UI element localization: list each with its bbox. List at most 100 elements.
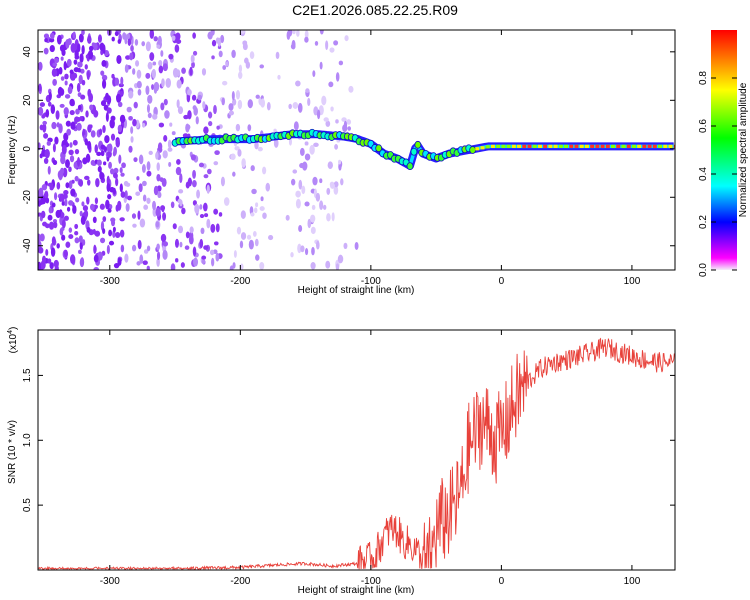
carrier-point	[469, 146, 477, 154]
noise-blob	[210, 223, 216, 233]
colorbar: 0.0 0.2 0.4 0.6 0.8 Normalized spectral ampl…	[698, 30, 749, 277]
noise-blob	[109, 118, 115, 129]
noise-blob	[222, 65, 227, 70]
carrier-point	[621, 144, 626, 148]
noise-blob	[126, 33, 131, 40]
noise-blob	[46, 140, 51, 146]
noise-blob	[106, 244, 110, 255]
noise-blob	[68, 180, 73, 190]
noise-blob	[252, 230, 257, 237]
noise-blob	[299, 162, 305, 169]
noise-blob	[114, 231, 121, 238]
noise-blob	[113, 167, 119, 174]
noise-blob	[176, 69, 181, 77]
noise-blob	[38, 61, 43, 71]
noise-blob	[137, 210, 141, 220]
noise-blob	[265, 182, 271, 192]
noise-blob	[74, 175, 79, 182]
noise-blob	[235, 89, 241, 100]
spectrogram-y-label: Frequency (Hz)	[7, 116, 18, 185]
snr-y-tick-label: 1.5	[22, 368, 33, 382]
noise-blob	[237, 148, 242, 157]
noise-blob	[88, 92, 94, 103]
noise-blob	[85, 110, 89, 118]
carrier-point	[564, 144, 569, 148]
noise-blob	[87, 35, 92, 44]
noise-blob	[100, 100, 107, 107]
noise-blob	[137, 88, 142, 96]
noise-blob	[96, 159, 102, 166]
noise-blob	[137, 239, 142, 250]
noise-blob	[319, 30, 324, 35]
noise-blob	[301, 185, 306, 195]
noise-blob	[98, 128, 103, 136]
noise-blob	[67, 86, 73, 95]
noise-blob	[101, 79, 107, 89]
noise-blob	[196, 189, 200, 199]
noise-blob	[319, 200, 324, 210]
noise-blob	[254, 141, 259, 150]
noise-blob	[55, 110, 60, 120]
noise-blob	[72, 204, 77, 214]
noise-blob	[108, 240, 115, 246]
noise-blob	[43, 133, 49, 139]
noise-blob	[38, 261, 42, 270]
noise-blob	[310, 262, 316, 270]
noise-blob	[217, 37, 221, 47]
carrier-point	[406, 162, 414, 171]
noise-blob	[124, 190, 128, 199]
noise-blob	[291, 39, 296, 50]
noise-blob	[97, 34, 102, 43]
noise-blob	[47, 165, 51, 175]
noise-blob	[319, 178, 323, 184]
carrier-point	[517, 144, 522, 148]
noise-blob	[130, 136, 134, 143]
noise-blob	[222, 80, 228, 86]
noise-blob	[333, 181, 339, 188]
noise-blob	[99, 172, 105, 181]
noise-blob	[56, 122, 60, 128]
noise-blob	[146, 161, 151, 171]
noise-blob	[51, 121, 57, 130]
noise-blob	[124, 64, 129, 73]
noise-blob	[156, 162, 160, 172]
noise-blob	[242, 40, 248, 46]
snr-y-ticks: 0.5 1.0 1.5	[22, 368, 675, 512]
noise-blob	[203, 174, 209, 179]
spectrogram-y-tick-label: -20	[22, 190, 33, 205]
noise-blob	[77, 61, 83, 68]
carrier-point	[527, 144, 532, 148]
noise-blob	[168, 53, 174, 60]
snr-y-tick-label: 0.5	[22, 498, 33, 512]
noise-blob	[151, 84, 155, 90]
noise-blob	[311, 246, 315, 256]
snr-x-ticks: -300 -200 -100 0 100	[100, 330, 641, 587]
noise-blob	[175, 258, 179, 263]
noise-blob	[290, 252, 294, 258]
noise-blob	[119, 167, 123, 174]
noise-blob	[327, 161, 333, 169]
carrier-point	[569, 144, 574, 148]
noise-blob	[211, 39, 217, 47]
noise-blob	[79, 68, 85, 74]
noise-blob	[63, 193, 68, 200]
snr-x-tick-label: -200	[230, 576, 250, 587]
spectrogram-x-label: Height of straight line (km)	[298, 285, 415, 296]
noise-blob	[149, 30, 155, 39]
noise-blob	[97, 165, 102, 173]
noise-blob	[259, 206, 265, 212]
noise-blob	[287, 30, 293, 37]
noise-blob	[232, 171, 236, 177]
noise-blob	[41, 184, 48, 191]
noise-blob	[168, 161, 172, 167]
noise-blob	[65, 182, 70, 189]
noise-blob	[93, 109, 99, 118]
noise-blob	[131, 244, 137, 252]
noise-blob	[331, 212, 335, 222]
noise-blob	[64, 73, 69, 80]
noise-blob	[254, 238, 259, 247]
noise-blob	[277, 74, 281, 80]
carrier-point	[553, 144, 558, 148]
noise-blob	[195, 116, 199, 125]
